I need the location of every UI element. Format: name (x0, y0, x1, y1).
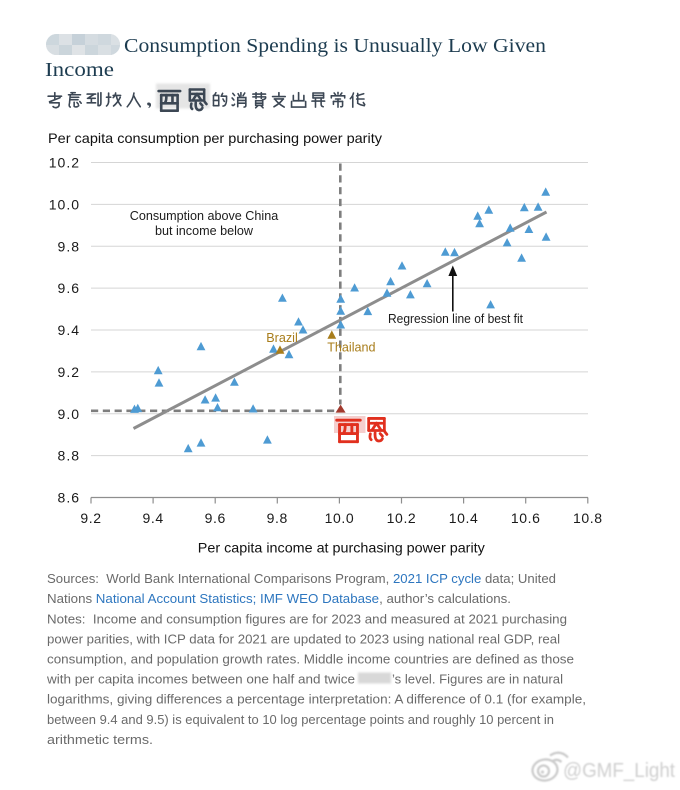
svg-text:Consumption Spending is Unusua: Consumption Spending is Unusually Low Gi… (124, 35, 546, 57)
svg-text:Nations National Account Stati: Nations National Account Statistics; IMF… (47, 591, 511, 606)
svg-text:9.4: 9.4 (58, 322, 80, 338)
svg-text:Per capita consumption per pur: Per capita consumption per purchasing po… (48, 131, 382, 146)
svg-text:9.0: 9.0 (58, 406, 80, 422)
svg-text:9.2: 9.2 (58, 364, 80, 380)
svg-text:9.8: 9.8 (267, 510, 288, 526)
svg-text:Notes: Income and consumption: Notes: Income and consumption figures ar… (47, 612, 567, 627)
svg-text:10.2: 10.2 (387, 510, 417, 526)
svg-text:Income: Income (45, 59, 114, 81)
svg-text:Per capita income at purchasin: Per capita income at purchasing power pa… (198, 541, 485, 556)
svg-text:10.0: 10.0 (325, 510, 355, 526)
svg-text:9.6: 9.6 (58, 280, 80, 296)
svg-text:9.2: 9.2 (80, 510, 101, 526)
svg-text:9.6: 9.6 (205, 510, 226, 526)
svg-text:10.8: 10.8 (573, 510, 603, 526)
svg-text:Sources: World Bank Internati: Sources: World Bank International Compar… (47, 571, 556, 586)
svg-text:9.4: 9.4 (142, 510, 163, 526)
svg-text:Consumption above China: Consumption above China (130, 209, 278, 223)
svg-text:10.0: 10.0 (49, 196, 80, 212)
svg-text:10.2: 10.2 (49, 155, 80, 171)
svg-text:power parities, with ICP data: power parities, with ICP data for 2021 a… (47, 632, 560, 647)
svg-text:10.4: 10.4 (449, 510, 479, 526)
svg-text:between 9.4 and 9.5) is equiva: between 9.4 and 9.5) is equivalent to 10… (47, 712, 554, 727)
svg-text:consumption, and population gr: consumption, and population growth rates… (47, 652, 574, 667)
svg-text:Regression line of best fit: Regression line of best fit (388, 312, 523, 326)
svg-text:10.6: 10.6 (511, 510, 541, 526)
svg-text:Brazil: Brazil (266, 331, 298, 345)
svg-text:8.8: 8.8 (58, 448, 80, 464)
svg-text:9.8: 9.8 (58, 238, 80, 254)
svg-text:@GMF_Light: @GMF_Light (563, 759, 675, 782)
svg-text:but income below: but income below (155, 224, 254, 238)
svg-text:logarithms, giving differences: logarithms, giving differences a percent… (47, 692, 586, 707)
svg-text:with per capita incomes betwee: with per capita incomes between one half… (46, 672, 355, 687)
svg-text:Thailand: Thailand (327, 341, 375, 355)
svg-text:8.6: 8.6 (58, 490, 80, 506)
svg-text:’s level. Figures are in natur: ’s level. Figures are in natural (392, 672, 563, 687)
svg-text:arithmetic terms.: arithmetic terms. (47, 732, 153, 747)
